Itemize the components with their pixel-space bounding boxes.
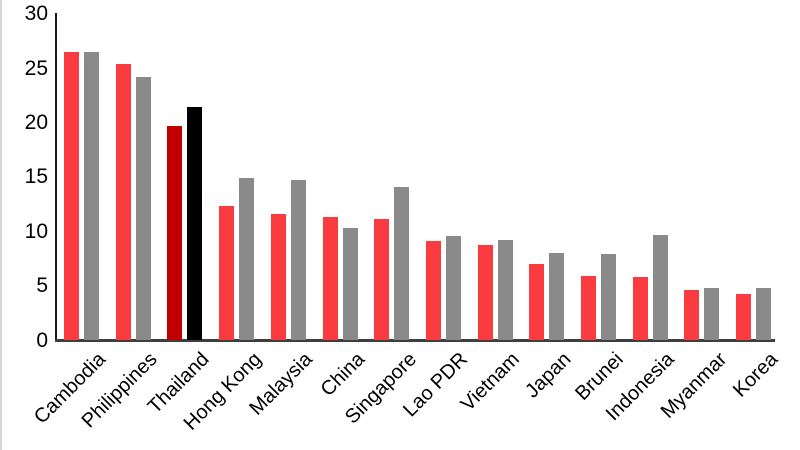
bar-lao-pdr-red-series xyxy=(425,241,441,340)
y-tick-label: 5 xyxy=(36,274,48,298)
bar-cambodia-gray-series xyxy=(84,52,99,340)
bar-brunei-gray-series xyxy=(601,254,616,340)
bar-philippines-red-series xyxy=(115,63,131,340)
x-axis-line xyxy=(55,339,775,342)
bar-thailand-red-series xyxy=(167,125,183,340)
bar-korea-red-series xyxy=(736,294,752,340)
y-tick-label: 20 xyxy=(24,111,48,135)
x-axis-label-korea: Korea xyxy=(729,348,783,402)
bar-singapore-gray-series xyxy=(394,186,410,340)
bar-hong-kong-red-series xyxy=(219,206,235,340)
x-axis-label-japan: Japan xyxy=(521,348,576,403)
y-tick-label: 15 xyxy=(24,165,48,189)
y-tick-label: 0 xyxy=(36,328,48,352)
bar-indonesia-gray-series xyxy=(652,234,668,340)
bar-vietnam-red-series xyxy=(477,245,493,340)
bar-cambodia-red-series xyxy=(64,52,79,340)
bar-myanmar-red-series xyxy=(684,290,700,340)
y-axis-line xyxy=(55,13,57,342)
bar-myanmar-gray-series xyxy=(704,287,720,340)
bar-china-red-series xyxy=(322,217,338,340)
bar-japan-red-series xyxy=(529,263,545,340)
bar-japan-gray-series xyxy=(549,253,565,340)
bar-singapore-red-series xyxy=(374,219,390,340)
bar-brunei-red-series xyxy=(581,275,596,340)
bar-hong-kong-gray-series xyxy=(239,178,255,340)
bar-vietnam-gray-series xyxy=(497,240,513,340)
bar-philippines-gray-series xyxy=(135,77,151,340)
bar-lao-pdr-gray-series xyxy=(445,235,461,340)
bar-china-gray-series xyxy=(342,228,358,340)
y-tick-label: 25 xyxy=(24,56,48,80)
bar-indonesia-red-series xyxy=(632,276,648,340)
left-edge-strip xyxy=(0,0,2,450)
y-tick-label: 30 xyxy=(24,2,48,26)
bar-thailand-gray-series xyxy=(187,107,203,340)
bar-malaysia-red-series xyxy=(270,213,286,340)
y-tick-label: 10 xyxy=(24,219,48,243)
bar-korea-gray-series xyxy=(756,287,772,340)
bar-malaysia-gray-series xyxy=(290,180,306,340)
